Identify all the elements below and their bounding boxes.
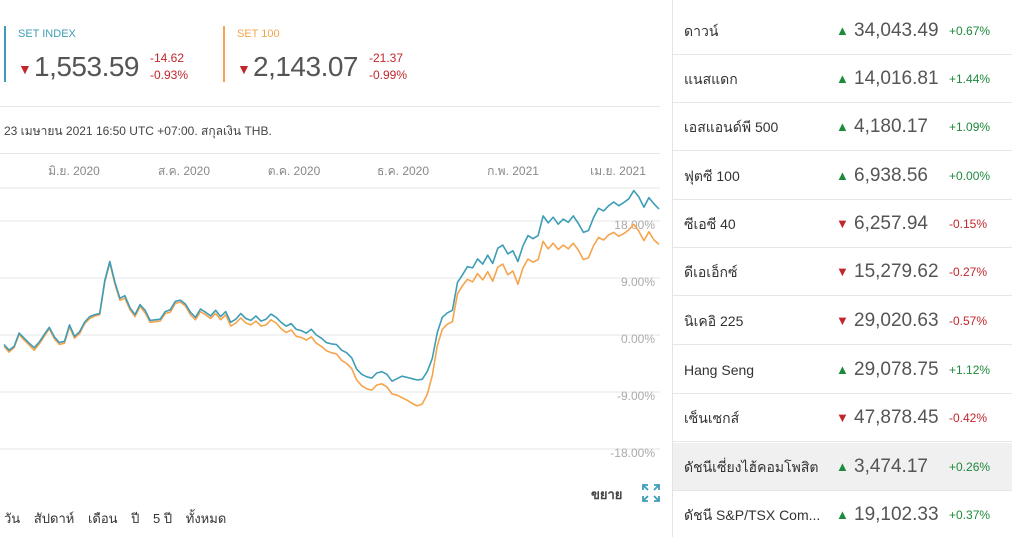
market-row[interactable]: ฟุตซี 100 ▲ 6,938.56 +0.00% <box>673 152 1012 200</box>
expand-icon[interactable] <box>641 483 661 503</box>
market-row[interactable]: เซ็นเซกส์ ▼ 47,878.45 -0.42% <box>673 394 1012 442</box>
set-index-change-value: -14.62 <box>150 51 185 65</box>
market-change: -0.42% <box>949 411 988 425</box>
up-arrow-icon: ▲ <box>836 23 849 38</box>
up-arrow-icon: ▲ <box>836 362 849 377</box>
market-row-selected[interactable]: ดัชนีเซี่ยงไฮ้คอมโพสิต ▲ 3,474.17 +0.26% <box>673 443 1012 491</box>
divider <box>0 153 660 154</box>
x-tick-label: ก.พ. 2021 <box>487 164 539 178</box>
range-all[interactable]: ทั้งหมด <box>185 511 227 526</box>
divider <box>0 106 660 107</box>
up-arrow-icon: ▲ <box>836 459 849 474</box>
down-arrow-icon: ▼ <box>237 61 251 77</box>
market-row[interactable]: ซีเอซี 40 ▼ 6,257.94 -0.15% <box>673 200 1012 248</box>
x-tick-label: ธ.ค. 2020 <box>377 164 429 178</box>
down-arrow-icon: ▼ <box>836 216 849 231</box>
market-name: ดัชนีเซี่ยงไฮ้คอมโพสิต <box>684 459 819 475</box>
market-change: +1.44% <box>949 72 991 86</box>
market-name: เอสแอนด์พี 500 <box>684 119 779 135</box>
market-row[interactable]: นิเคอิ 225 ▼ 29,020.63 -0.57% <box>673 297 1012 345</box>
chart-panel: SET INDEX ▼ 1,553.59 -14.62 -0.93% SET 1… <box>0 26 664 529</box>
x-tick-label: ต.ค. 2020 <box>268 164 321 178</box>
set-index-change-percent: -0.93% <box>150 68 189 82</box>
set-index-change: -14.62 -0.93% <box>150 50 188 84</box>
market-row[interactable]: ดาวน์ ▲ 34,043.49 +0.67% <box>673 7 1012 55</box>
market-price: 29,078.75 <box>854 359 939 380</box>
market-change: +0.37% <box>949 508 991 522</box>
market-row[interactable]: เอสแอนด์พี 500 ▲ 4,180.17 +1.09% <box>673 103 1012 151</box>
set100-index-change-value: -21.37 <box>369 51 404 65</box>
up-arrow-icon: ▲ <box>836 168 849 183</box>
up-arrow-icon: ▲ <box>836 119 849 134</box>
series-line-set-index[interactable] <box>3 189 660 382</box>
market-price: 4,180.17 <box>854 116 928 137</box>
down-arrow-icon: ▼ <box>836 313 849 328</box>
range-selector: วัน สัปดาห์ เดือน ปี 5 ปี ทั้งหมด <box>4 508 236 529</box>
market-price: 19,102.33 <box>854 504 939 525</box>
y-tick-label: -18.00% <box>610 446 655 460</box>
market-change: +1.12% <box>949 363 991 377</box>
market-change: -0.27% <box>949 265 988 279</box>
range-month[interactable]: เดือน <box>87 511 118 526</box>
market-row[interactable]: ดัชนี S&P/TSX Com... ▲ 19,102.33 +0.37% <box>673 491 1012 537</box>
market-change: +0.00% <box>949 169 991 183</box>
market-price: 6,257.94 <box>854 213 928 234</box>
range-day[interactable]: วัน <box>4 511 21 526</box>
market-list: ดาวน์ ▲ 34,043.49 +0.67% แนสแดก ▲ 14,016… <box>672 0 1012 537</box>
market-row[interactable]: Hang Seng ▲ 29,078.75 +1.12% <box>673 346 1012 394</box>
market-name: ดัชนี S&P/TSX Com... <box>684 507 821 523</box>
set100-index-change-percent: -0.99% <box>369 68 408 82</box>
x-tick-label: มิ.ย. 2020 <box>48 164 100 178</box>
market-change: -0.57% <box>949 314 988 328</box>
x-tick-label: ส.ค. 2020 <box>158 164 210 178</box>
expand-button[interactable]: ขยาย <box>591 487 623 502</box>
series-line-set100[interactable] <box>3 223 660 407</box>
range-week[interactable]: สัปดาห์ <box>33 511 75 526</box>
market-name: ฟุตซี 100 <box>684 168 740 184</box>
down-arrow-icon: ▼ <box>18 61 32 77</box>
set-index-name: SET INDEX <box>18 28 76 40</box>
market-name: แนสแดก <box>684 71 738 87</box>
market-price: 3,474.17 <box>854 456 928 477</box>
y-tick-label: -9.00% <box>617 389 655 403</box>
chart-timestamp: 23 เมษายน 2021 16:50 UTC +07:00. สกุลเงิ… <box>4 124 272 138</box>
market-price: 14,016.81 <box>854 68 939 89</box>
set100-index-card[interactable]: SET 100 ▼ 2,143.07 -21.37 -0.99% <box>223 26 433 82</box>
down-arrow-icon: ▼ <box>836 410 849 425</box>
market-change: -0.15% <box>949 217 988 231</box>
market-change: +1.09% <box>949 120 991 134</box>
set-index-price: 1,553.59 <box>34 51 140 82</box>
range-year[interactable]: ปี <box>131 511 140 526</box>
set100-index-change: -21.37 -0.99% <box>369 50 407 84</box>
market-price: 29,020.63 <box>854 310 939 331</box>
y-tick-label: 0.00% <box>621 332 655 346</box>
market-name: เซ็นเซกส์ <box>684 410 740 426</box>
market-name: Hang Seng <box>684 362 755 378</box>
market-name: ดาวน์ <box>684 23 719 39</box>
market-price: 47,878.45 <box>854 407 939 428</box>
market-name: นิเคอิ 225 <box>684 313 744 329</box>
set100-index-name: SET 100 <box>237 28 280 40</box>
market-name: ซีเอซี 40 <box>684 216 736 232</box>
x-tick-label: เม.ย. 2021 <box>590 164 646 178</box>
market-change: +0.26% <box>949 460 991 474</box>
market-price: 34,043.49 <box>854 20 939 41</box>
market-row[interactable]: ดีเอเอ็กซ์ ▼ 15,279.62 -0.27% <box>673 248 1012 296</box>
down-arrow-icon: ▼ <box>836 264 849 279</box>
up-arrow-icon: ▲ <box>836 71 849 86</box>
market-price: 6,938.56 <box>854 165 928 186</box>
market-change: +0.67% <box>949 24 991 38</box>
up-arrow-icon: ▲ <box>836 507 849 522</box>
market-price: 15,279.62 <box>854 261 939 282</box>
set-index-card[interactable]: SET INDEX ▼ 1,553.59 -14.62 -0.93% <box>4 26 209 82</box>
range-5-years[interactable]: 5 ปี <box>153 511 173 526</box>
market-name: ดีเอเอ็กซ์ <box>684 264 738 280</box>
y-tick-label: 9.00% <box>621 275 655 289</box>
market-row[interactable]: แนสแดก ▲ 14,016.81 +1.44% <box>673 55 1012 103</box>
line-chart[interactable]: 18.00%9.00%0.00%-9.00%-18.00%มิ.ย. 2020 ส… <box>0 155 664 475</box>
set100-index-price: 2,143.07 <box>253 51 359 82</box>
